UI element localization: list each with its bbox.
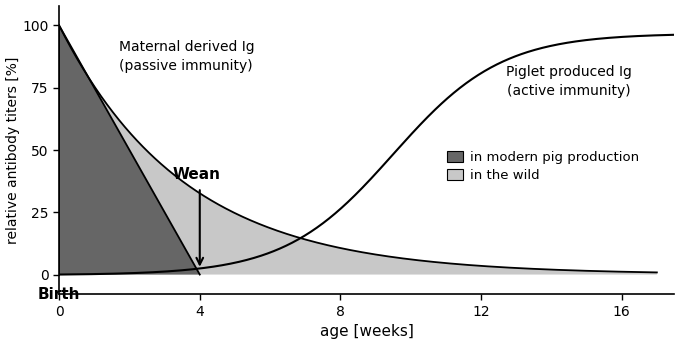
Polygon shape [59, 26, 200, 275]
Y-axis label: relative antibody titers [%]: relative antibody titers [%] [5, 56, 20, 244]
X-axis label: age [weeks]: age [weeks] [320, 324, 413, 339]
Text: Piglet produced Ig
(active immunity): Piglet produced Ig (active immunity) [506, 65, 632, 98]
Text: Birth: Birth [38, 287, 80, 302]
Text: Wean: Wean [172, 167, 220, 183]
Text: Maternal derived Ig
(passive immunity): Maternal derived Ig (passive immunity) [119, 40, 254, 73]
Polygon shape [59, 26, 657, 275]
Legend: in modern pig production, in the wild: in modern pig production, in the wild [447, 151, 639, 182]
